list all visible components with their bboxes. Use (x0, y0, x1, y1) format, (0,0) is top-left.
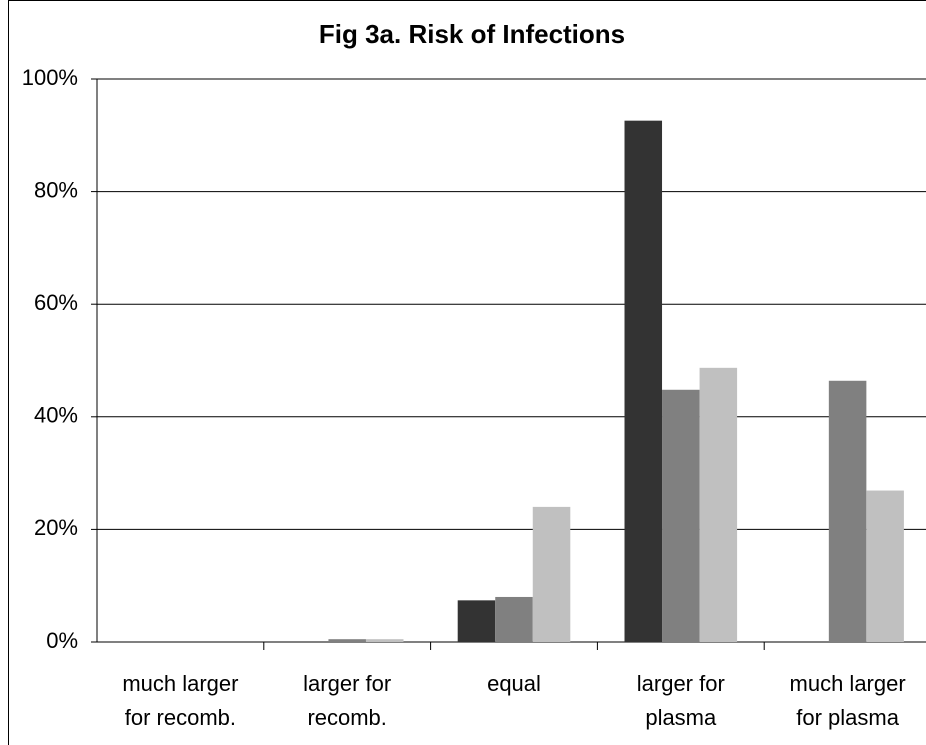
bar (624, 120, 663, 643)
bar (495, 596, 533, 642)
y-tick-label: 0% (46, 628, 78, 653)
x-tick-label: larger for recomb. (303, 671, 392, 730)
y-tick-label: 100% (22, 65, 78, 90)
y-tick-label: 80% (34, 177, 78, 202)
bar (328, 639, 366, 642)
y-tick-label: 20% (34, 515, 78, 540)
y-tick-label: 40% (34, 403, 78, 428)
chart-border (8, 0, 926, 745)
x-tick-label: much larger for plasma (789, 671, 906, 730)
bar (828, 380, 867, 642)
x-tick-label: equal (487, 671, 541, 696)
bar (866, 490, 904, 642)
bar (662, 389, 700, 642)
bar (699, 367, 738, 642)
x-tick-label: much larger for recomb. (122, 671, 239, 730)
y-tick-label: 60% (34, 290, 78, 315)
bar (365, 639, 404, 642)
bar (457, 600, 496, 642)
chart-title: Fig 3a. Risk of Infections (319, 19, 625, 49)
bar (532, 506, 571, 642)
x-tick-label: larger for plasma (636, 671, 725, 730)
